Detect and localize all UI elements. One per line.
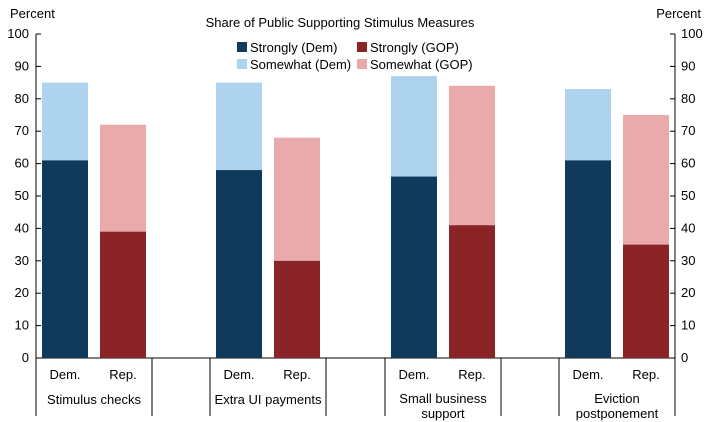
bar-strongly-dem bbox=[42, 160, 88, 358]
y-tick-label-right: 40 bbox=[681, 220, 695, 235]
chart-title: Share of Public Supporting Stimulus Meas… bbox=[206, 15, 475, 30]
y-tick-label-right: 60 bbox=[681, 156, 695, 171]
x-group-label: postponement bbox=[576, 406, 659, 421]
x-group-label: Stimulus checks bbox=[47, 392, 141, 407]
y-tick-label-left: 10 bbox=[15, 318, 29, 333]
y-tick-label-left: 70 bbox=[15, 123, 29, 138]
bar-somewhat-gop bbox=[274, 137, 320, 261]
y-tick-label-right: 100 bbox=[681, 26, 703, 41]
bar-strongly-gop bbox=[449, 225, 495, 358]
y-tick-label-left: 20 bbox=[15, 285, 29, 300]
y-tick-label-left: 50 bbox=[15, 188, 29, 203]
y-tick-label-right: 90 bbox=[681, 58, 695, 73]
x-group-label: Small business bbox=[399, 391, 487, 406]
bar-somewhat-dem bbox=[216, 82, 262, 171]
legend-swatch-strongly-dem bbox=[237, 42, 247, 52]
x-bar-label: Dem. bbox=[572, 367, 603, 382]
y-tick-label-right: 70 bbox=[681, 123, 695, 138]
bar-somewhat-dem bbox=[565, 89, 611, 161]
legend-label-somewhat-gop: Somewhat (GOP) bbox=[370, 57, 473, 72]
bar-series bbox=[42, 76, 669, 358]
bar-strongly-gop bbox=[100, 231, 146, 358]
bar-somewhat-gop bbox=[623, 115, 669, 245]
legend-swatch-somewhat-gop bbox=[357, 59, 367, 69]
right-axis-label: Percent bbox=[656, 6, 701, 21]
y-tick-label-left: 30 bbox=[15, 253, 29, 268]
x-bar-label: Rep. bbox=[632, 367, 659, 382]
x-bar-label: Dem. bbox=[398, 367, 429, 382]
legend-label-strongly-gop: Strongly (GOP) bbox=[370, 40, 459, 55]
legend-swatch-strongly-gop bbox=[357, 42, 367, 52]
legend-swatch-somewhat-dem bbox=[237, 59, 247, 69]
y-tick-label-right: 30 bbox=[681, 253, 695, 268]
y-tick-label-left: 80 bbox=[15, 91, 29, 106]
bar-somewhat-gop bbox=[449, 85, 495, 226]
x-bar-label: Rep. bbox=[458, 367, 485, 382]
y-tick-label-left: 100 bbox=[7, 26, 29, 41]
legend: Strongly (Dem) Strongly (GOP) Somewhat (De… bbox=[237, 40, 473, 72]
y-tick-label-right: 20 bbox=[681, 285, 695, 300]
y-axis-right: 0 10 20 30 40 50 60 70 80 90 100 bbox=[670, 26, 703, 365]
bar-strongly-dem bbox=[216, 170, 262, 358]
legend-label-strongly-dem: Strongly (Dem) bbox=[250, 40, 337, 55]
bar-strongly-dem bbox=[565, 160, 611, 358]
y-tick-label-right: 10 bbox=[681, 318, 695, 333]
y-tick-label-right: 0 bbox=[681, 350, 688, 365]
bar-somewhat-gop bbox=[100, 124, 146, 232]
x-group-label: Eviction bbox=[594, 391, 640, 406]
bar-strongly-gop bbox=[274, 260, 320, 358]
x-bar-label: Dem. bbox=[223, 367, 254, 382]
bar-strongly-gop bbox=[623, 244, 669, 358]
y-tick-label-left: 60 bbox=[15, 156, 29, 171]
x-bar-label: Dem. bbox=[49, 367, 80, 382]
y-tick-label-left: 90 bbox=[15, 58, 29, 73]
bar-somewhat-dem bbox=[391, 76, 437, 177]
y-tick-label-right: 80 bbox=[681, 91, 695, 106]
y-tick-label-left: 0 bbox=[22, 350, 29, 365]
x-group-label: Extra UI payments bbox=[215, 392, 322, 407]
y-tick-label-right: 50 bbox=[681, 188, 695, 203]
y-axis-left: 0 10 20 30 40 50 60 70 80 90 100 bbox=[7, 26, 41, 365]
x-bar-label: Rep. bbox=[283, 367, 310, 382]
x-group-label: support bbox=[421, 406, 465, 421]
legend-label-somewhat-dem: Somewhat (Dem) bbox=[250, 57, 351, 72]
bar-strongly-dem bbox=[391, 176, 437, 358]
y-tick-label-left: 40 bbox=[15, 220, 29, 235]
left-axis-label: Percent bbox=[10, 6, 55, 21]
x-axis: Dem. Rep. Stimulus checks Dem. Rep. Extra UI … bbox=[35, 358, 676, 421]
x-bar-label: Rep. bbox=[109, 367, 136, 382]
bar-somewhat-dem bbox=[42, 82, 88, 161]
